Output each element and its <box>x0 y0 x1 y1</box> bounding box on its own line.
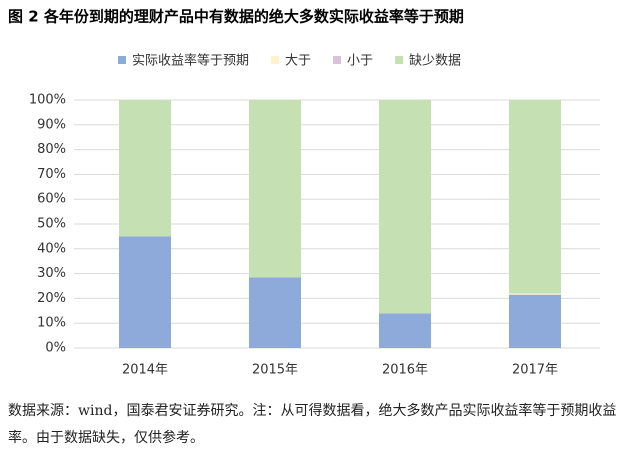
y-tick-label: 10% <box>37 316 66 331</box>
y-tick-label: 80% <box>37 142 66 157</box>
legend-label: 实际收益率等于预期 <box>132 53 249 69</box>
y-tick-label: 70% <box>37 167 66 182</box>
x-tick-label: 2017年 <box>512 363 558 378</box>
bar-segment <box>509 294 561 348</box>
bar-segment <box>379 313 431 348</box>
x-tick-label: 2016年 <box>382 363 428 378</box>
y-tick-label: 0% <box>45 341 66 356</box>
legend-label: 小于 <box>347 54 373 69</box>
bar-segment <box>119 236 171 348</box>
chart-note: 数据来源：wind，国泰君安证券研究。注：从可得数据看，绝大多数产品实际收益率等… <box>8 403 617 446</box>
legend-swatch <box>271 56 280 64</box>
y-tick-label: 50% <box>37 217 66 232</box>
bar-segment <box>509 293 561 295</box>
bar-segment <box>379 100 431 314</box>
legend-label: 缺少数据 <box>409 54 461 69</box>
bar-segment <box>509 100 561 294</box>
chart: 图 2 各年份到期的理财产品中有数据的绝大多数实际收益率等于预期 0% 10% 20… <box>8 8 600 378</box>
bar-segment <box>119 100 171 237</box>
legend-swatch <box>118 56 126 64</box>
x-tick-label: 2015年 <box>252 363 298 378</box>
legend-swatch <box>333 56 342 64</box>
y-tick-label: 60% <box>37 192 66 207</box>
y-tick-label: 30% <box>37 266 66 281</box>
legend-swatch <box>395 56 404 64</box>
y-tick-label: 20% <box>37 291 66 306</box>
chart-title: 图 2 各年份到期的理财产品中有数据的绝大多数实际收益率等于预期 <box>8 8 464 26</box>
bar-segment <box>249 277 301 348</box>
y-tick-label: 90% <box>37 117 66 132</box>
bar-segment <box>249 100 301 278</box>
legend-label: 大于 <box>285 54 311 69</box>
y-tick-label: 100% <box>29 93 66 108</box>
x-tick-label: 2014年 <box>122 363 168 378</box>
y-tick-label: 40% <box>37 241 66 256</box>
